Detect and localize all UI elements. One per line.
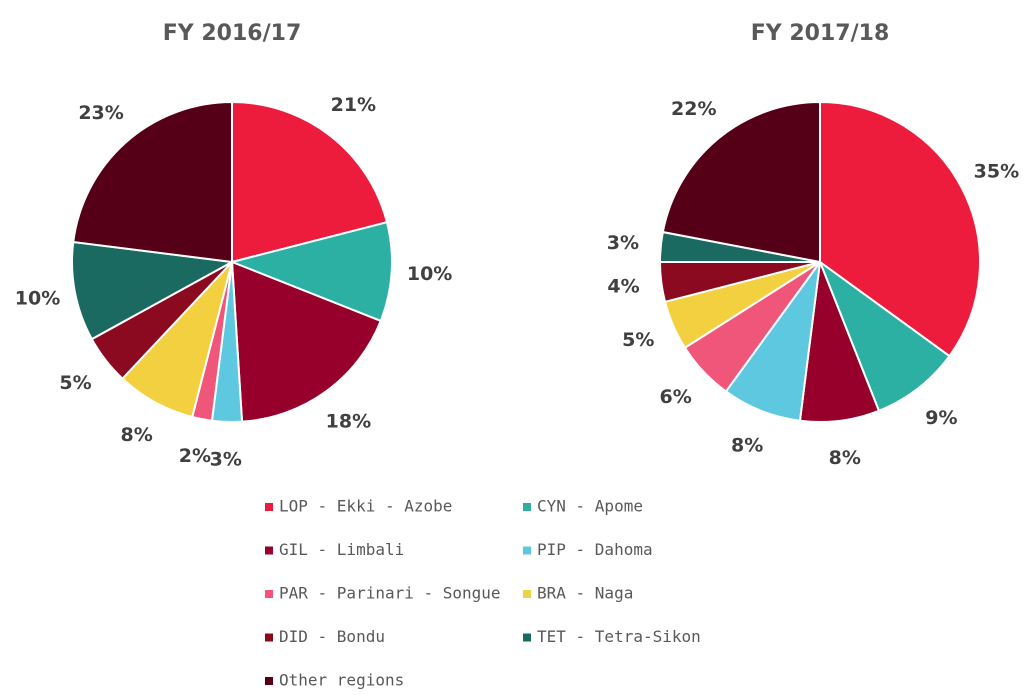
legend-swatch <box>265 503 273 511</box>
data-label: 2% <box>179 445 211 467</box>
data-label: 3% <box>210 448 242 470</box>
legend-swatch <box>265 633 273 642</box>
legend-label: DID - Bondu <box>279 627 385 646</box>
pie-slice <box>661 100 821 264</box>
legend-swatch <box>523 546 531 555</box>
legend-label: LOP - Ekki - Azobe <box>279 497 452 516</box>
legend-label: PAR - Parinari - Songue <box>279 584 501 603</box>
legend-swatch <box>265 546 273 555</box>
legend-label: TET - Tetra-Sikon <box>537 627 701 646</box>
legend-swatch <box>523 633 531 642</box>
data-label: 35% <box>974 161 1019 183</box>
legend-swatch <box>265 590 273 598</box>
legend-swatch <box>523 503 531 511</box>
legend-label: GIL - Limbali <box>279 540 404 559</box>
data-label: 5% <box>59 372 91 394</box>
legend-label: Other regions <box>279 671 404 690</box>
pie-slice <box>228 220 393 323</box>
chart-title: FY 2017/18 <box>751 21 890 46</box>
legend-swatch <box>523 590 531 598</box>
pie-slice <box>72 100 233 264</box>
legend-label: PIP - Dahoma <box>537 540 653 559</box>
legend-label: CYN - Apome <box>537 497 643 516</box>
legend-label: BRA - Naga <box>537 584 633 603</box>
pie-slice <box>71 240 236 341</box>
pie-slice <box>819 100 981 358</box>
legend-swatch <box>265 677 273 685</box>
chart-title: FY 2016/17 <box>163 21 302 46</box>
data-label: 3% <box>607 232 639 254</box>
data-label: 8% <box>731 435 763 457</box>
data-label: 21% <box>331 94 376 116</box>
data-label: 4% <box>607 275 639 297</box>
pie-slice <box>231 100 389 264</box>
data-label: 5% <box>622 329 654 351</box>
pie-slice <box>817 259 951 413</box>
data-label: 8% <box>829 447 861 469</box>
data-label: 9% <box>925 407 957 429</box>
data-label: 6% <box>660 386 692 408</box>
data-label: 18% <box>326 411 371 433</box>
data-label: 8% <box>120 424 152 446</box>
pie-slice <box>230 260 383 423</box>
data-label: 10% <box>407 263 452 285</box>
data-label: 10% <box>15 288 60 310</box>
data-label: 23% <box>78 102 123 124</box>
data-label: 22% <box>671 98 716 120</box>
